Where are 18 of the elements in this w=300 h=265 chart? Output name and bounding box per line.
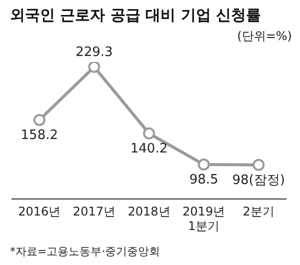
x-tick-label: 2019년 1분기 (182, 204, 226, 233)
x-tick-label: 2017년 (72, 204, 116, 219)
chart-title: 외국인 근로자 공급 대비 기업 신청률 (10, 6, 262, 25)
chart-subtitle: (단위=%) (237, 28, 292, 45)
data-label: 229.3 (76, 44, 113, 60)
data-label: 158.2 (20, 128, 58, 143)
point (252, 158, 265, 171)
data-label: 98(잠정) (232, 172, 285, 188)
point (143, 127, 155, 140)
x-tick-label: 2016년 (18, 204, 61, 219)
point (33, 114, 46, 126)
x-tick-label: 2분기 (242, 204, 274, 219)
data-label: 140.2 (130, 141, 168, 156)
x-tick-label: 2018년 (128, 204, 170, 219)
data-label: 98.5 (189, 172, 218, 188)
point (198, 158, 210, 171)
point (88, 62, 100, 73)
text: *자료=고용노동부·중기중앙회 (10, 244, 160, 259)
